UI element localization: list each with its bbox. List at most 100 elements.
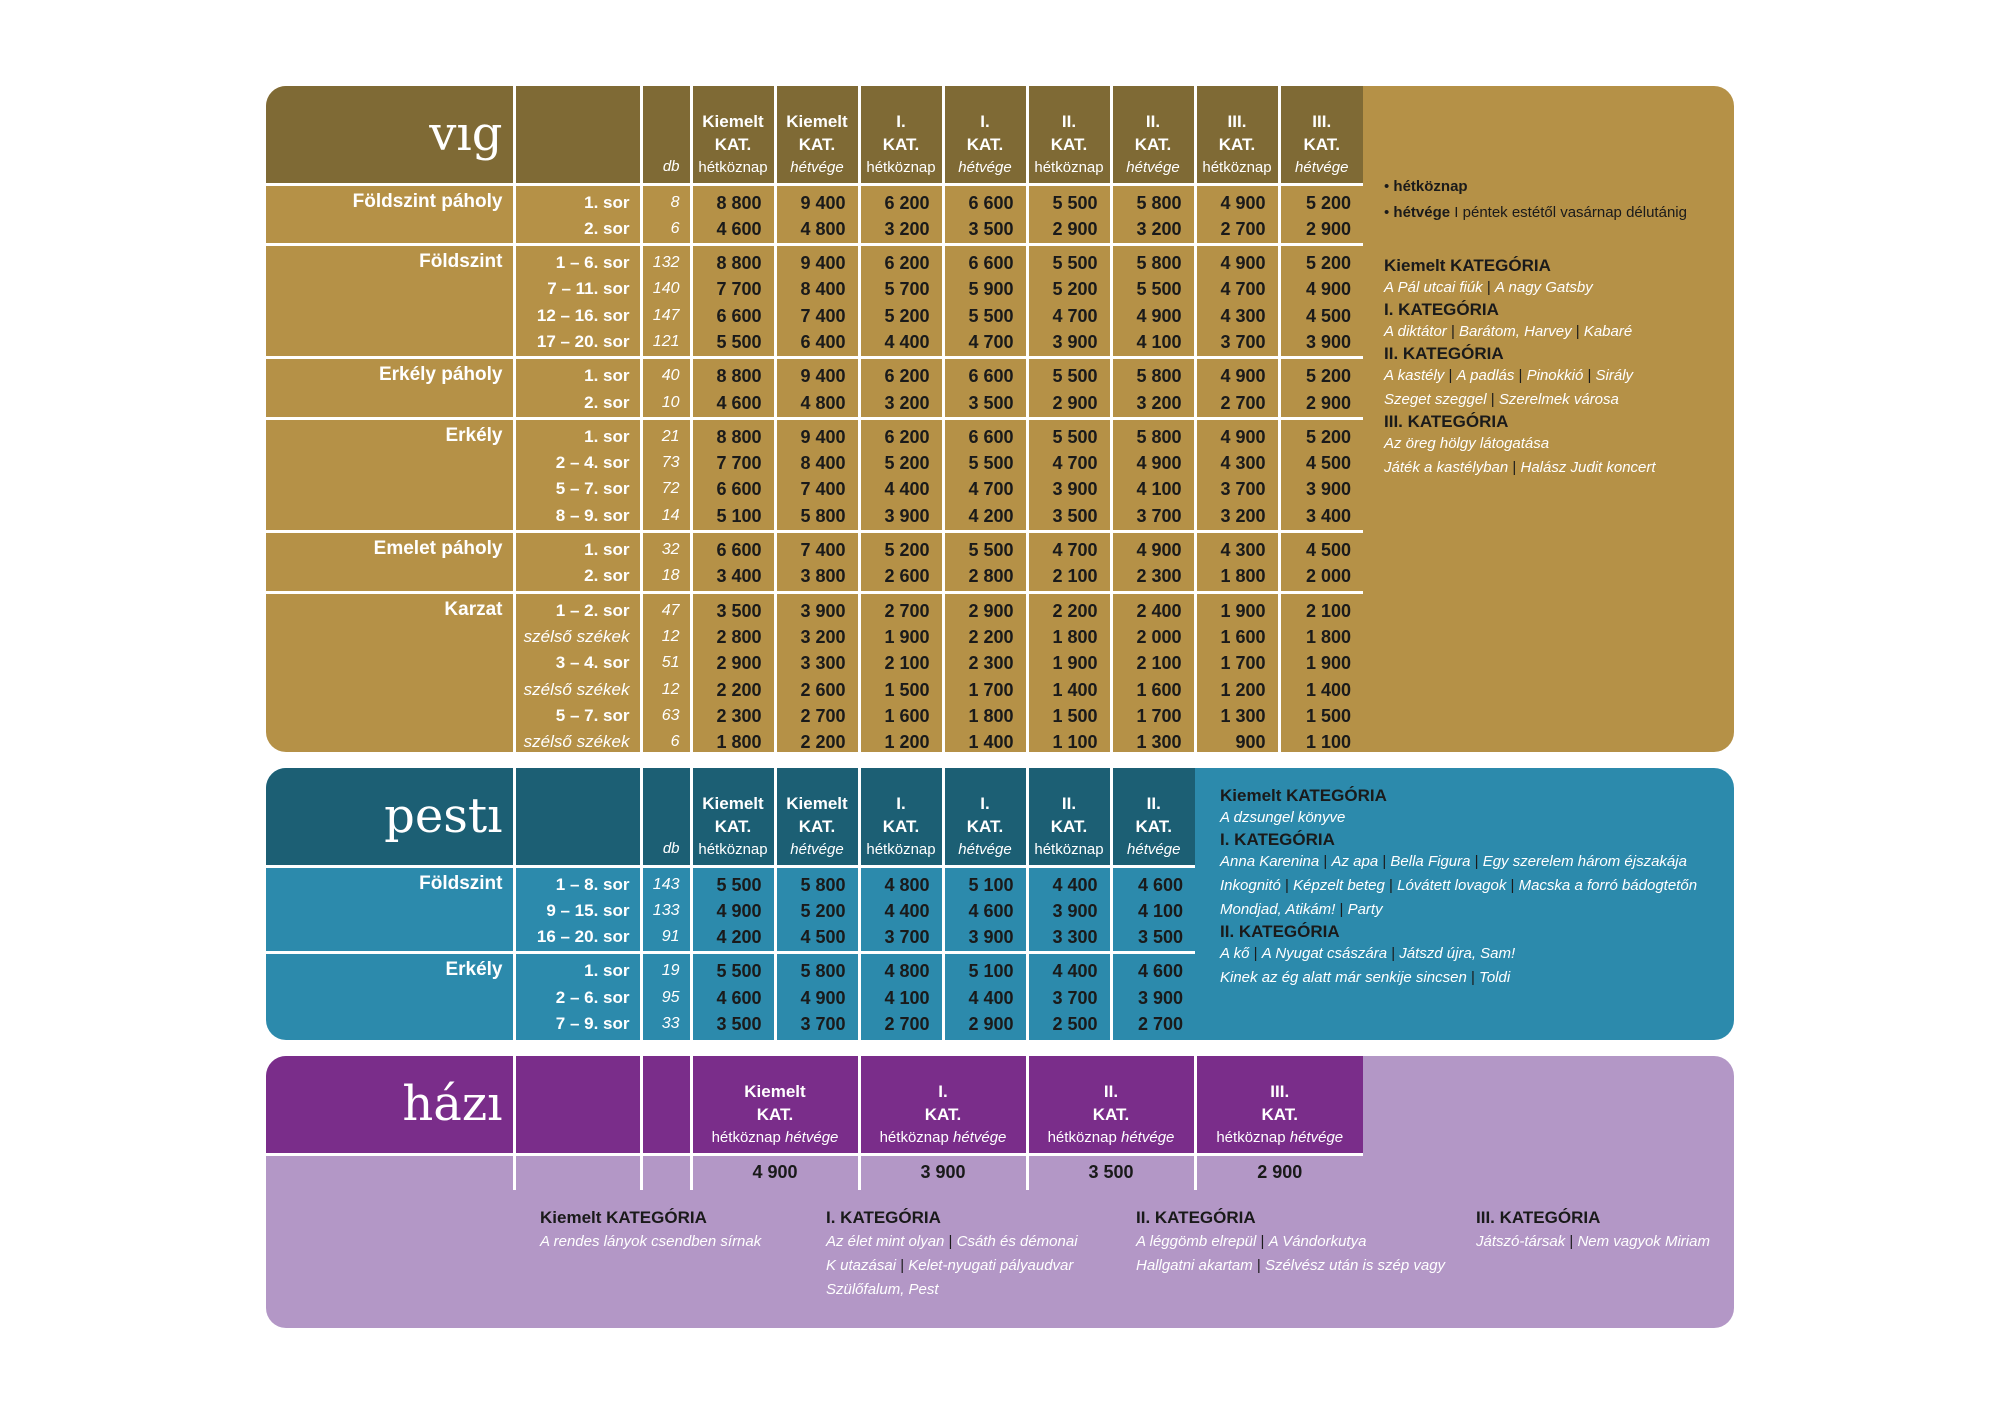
- play-title: Kinek az ég alatt már senkije sincsen: [1220, 969, 1467, 986]
- play-title: Party: [1347, 901, 1383, 918]
- price-cell: 4 900: [1136, 453, 1182, 474]
- price-cell: 1 400: [1305, 679, 1351, 700]
- weekend-label: hétvége: [953, 1128, 1007, 1146]
- separator: |: [1384, 877, 1398, 894]
- seat-count: 147: [652, 306, 680, 324]
- section-name: Erkély: [266, 418, 514, 534]
- play-line: A kastély | A padlás | Pinokkió | Sirály: [1384, 364, 1724, 388]
- category-name: I.: [980, 793, 990, 813]
- price-cell: 1 200: [884, 732, 930, 752]
- category-title: I. KATEGÓRIA: [1384, 300, 1499, 319]
- seat-count: 19: [661, 962, 680, 980]
- section-row: Földszint 1 – 8. sor 9 – 15. sor 16 – 20. s…: [266, 866, 1195, 955]
- seat-count: 72: [661, 480, 680, 498]
- price-cell: 4 900: [1136, 540, 1182, 561]
- price-cell: 1 100: [1305, 732, 1351, 752]
- category-header: II. KAT. hétköznap hétvége: [1025, 1056, 1195, 1156]
- price-cell: 8 800: [716, 253, 762, 274]
- price-cell: 6 600: [716, 540, 762, 561]
- price-cell: 4 700: [968, 479, 1014, 500]
- category-header: I. KAT. hétköznap: [857, 768, 943, 868]
- row-label: 1 – 2. sor: [555, 600, 630, 620]
- category-block: I. KATEGÓRIA Anna Karenina | Az apa | Bel…: [1220, 830, 1730, 922]
- price-cell: 5 500: [968, 540, 1014, 561]
- play-line: Az öreg hölgy látogatása: [1384, 432, 1724, 456]
- seat-counts: 143 133 91: [639, 866, 691, 955]
- category-name: Kiemelt: [702, 111, 764, 131]
- seat-count: 32: [661, 541, 680, 559]
- category-kat: KAT.: [924, 1104, 962, 1124]
- price-cell: 5 500: [1136, 279, 1182, 300]
- price-column: 5 100 4 400 2 900: [941, 952, 1027, 1040]
- play-title: Szeget szeggel: [1384, 391, 1487, 408]
- section-name: Földszint: [266, 866, 514, 955]
- pesti-price-panel: pestı db Kiemelt KAT. hétköznap Kiemelt KAT.…: [266, 768, 1734, 1040]
- price-cell: 5 100: [968, 874, 1014, 895]
- vig-price-table: vıg db Kiemelt KAT. hétköznap Kiemelt KAT. hé…: [266, 86, 1363, 752]
- price-column: 4 500 2 000: [1277, 531, 1363, 594]
- weekday-label: hétköznap: [866, 158, 936, 176]
- play-line: Kinek az ég alatt már senkije sincsen | …: [1220, 966, 1730, 990]
- play-list: Játszó-társak | Nem vagyok Miriam: [1476, 1230, 1710, 1254]
- row-label: 5 – 7. sor: [555, 479, 630, 499]
- price-cell: 5 200: [1305, 366, 1351, 387]
- separator: |: [1378, 853, 1391, 870]
- category-kat: KAT.: [882, 134, 920, 154]
- price-cell: 3 500: [716, 600, 762, 621]
- row-label: 8 – 9. sor: [555, 505, 630, 525]
- weekday-label: hétköznap: [698, 840, 768, 858]
- seat-counts: 47 12 51 12 63 6: [639, 592, 691, 752]
- seat-count: 10: [661, 393, 680, 411]
- separator: |: [1256, 1233, 1269, 1250]
- category-block: II. KATEGÓRIA A léggömb elrepül | A Vándo…: [1136, 1208, 1445, 1278]
- weekend-label: hétvége: [958, 840, 1012, 858]
- price-cell: 5 500: [1052, 192, 1098, 213]
- category-header: I. KAT. hétköznap hétvége: [857, 1056, 1027, 1156]
- row-label: 2. sor: [584, 566, 630, 586]
- separator: |: [896, 1257, 909, 1274]
- price-cell: 1 900: [1305, 653, 1351, 674]
- price-cell: 2 800: [968, 566, 1014, 587]
- price-cell: 5 200: [1305, 253, 1351, 274]
- category-name: II.: [1146, 793, 1161, 813]
- price-cell: 2 300: [1136, 566, 1182, 587]
- category-title: II. KATEGÓRIA: [1384, 344, 1504, 363]
- price-column: 2 700 1 900 2 100 1 500 1 600 1 200: [857, 592, 943, 752]
- seat-count: 91: [661, 928, 680, 946]
- price-cell: 4 600: [968, 900, 1014, 921]
- price-column: 4 400 3 700 2 500: [1025, 952, 1111, 1040]
- play-list: A diktátor | Barátom, Harvey | Kabaré: [1384, 320, 1724, 344]
- price-column: 6 600 3 500: [941, 184, 1027, 247]
- row-label: 12 – 16. sor: [536, 305, 630, 325]
- play-title: Bella Figura: [1390, 853, 1471, 870]
- play-title: Csáth és démonai: [956, 1233, 1078, 1250]
- header-spacer: [512, 768, 641, 868]
- price-cell: 2 800: [716, 626, 762, 647]
- seat-count: 47: [661, 601, 680, 619]
- price-column: 6 600 3 500: [941, 357, 1027, 420]
- price-cell: 7 400: [800, 540, 846, 561]
- price-cell: 2 200: [1052, 600, 1098, 621]
- category-title: II. KATEGÓRIA: [1136, 1208, 1256, 1227]
- play-line: Szülőfalum, Pest: [826, 1278, 1078, 1302]
- price-cell: 4 700: [1220, 279, 1266, 300]
- play-title: Szélvész után is szép vagy: [1264, 1257, 1446, 1274]
- category-title: III. KATEGÓRIA: [1384, 412, 1509, 431]
- section-row: Földszint 1 – 6. sor 7 – 11. sor 12 – 16. s…: [266, 244, 1363, 360]
- price-cell: 5 500: [716, 874, 762, 895]
- price-cell: 6 600: [968, 192, 1014, 213]
- weekday-label: hétköznap: [866, 840, 936, 858]
- play-list: Az öreg hölgy látogatása Játék a kastélyb…: [1384, 432, 1724, 480]
- price-cell: 2 300: [716, 705, 762, 726]
- row-labels: 1. sor 2 – 4. sor 5 – 7. sor 8 – 9. sor: [512, 418, 641, 534]
- row-label: 1. sor: [584, 540, 630, 560]
- price-cell: 5 500: [716, 331, 762, 352]
- row-label: 5 – 7. sor: [555, 705, 630, 725]
- category-kat: KAT.: [1134, 134, 1172, 154]
- price-column: 6 600 5 900 5 500 4 700: [941, 244, 1027, 360]
- price-cell: 3 300: [1052, 927, 1098, 948]
- price-cell: 1 500: [1052, 705, 1098, 726]
- price-cell: 9 400: [800, 253, 846, 274]
- price-cell: 1 800: [968, 705, 1014, 726]
- seat-counts: 132 140 147 121: [639, 244, 691, 360]
